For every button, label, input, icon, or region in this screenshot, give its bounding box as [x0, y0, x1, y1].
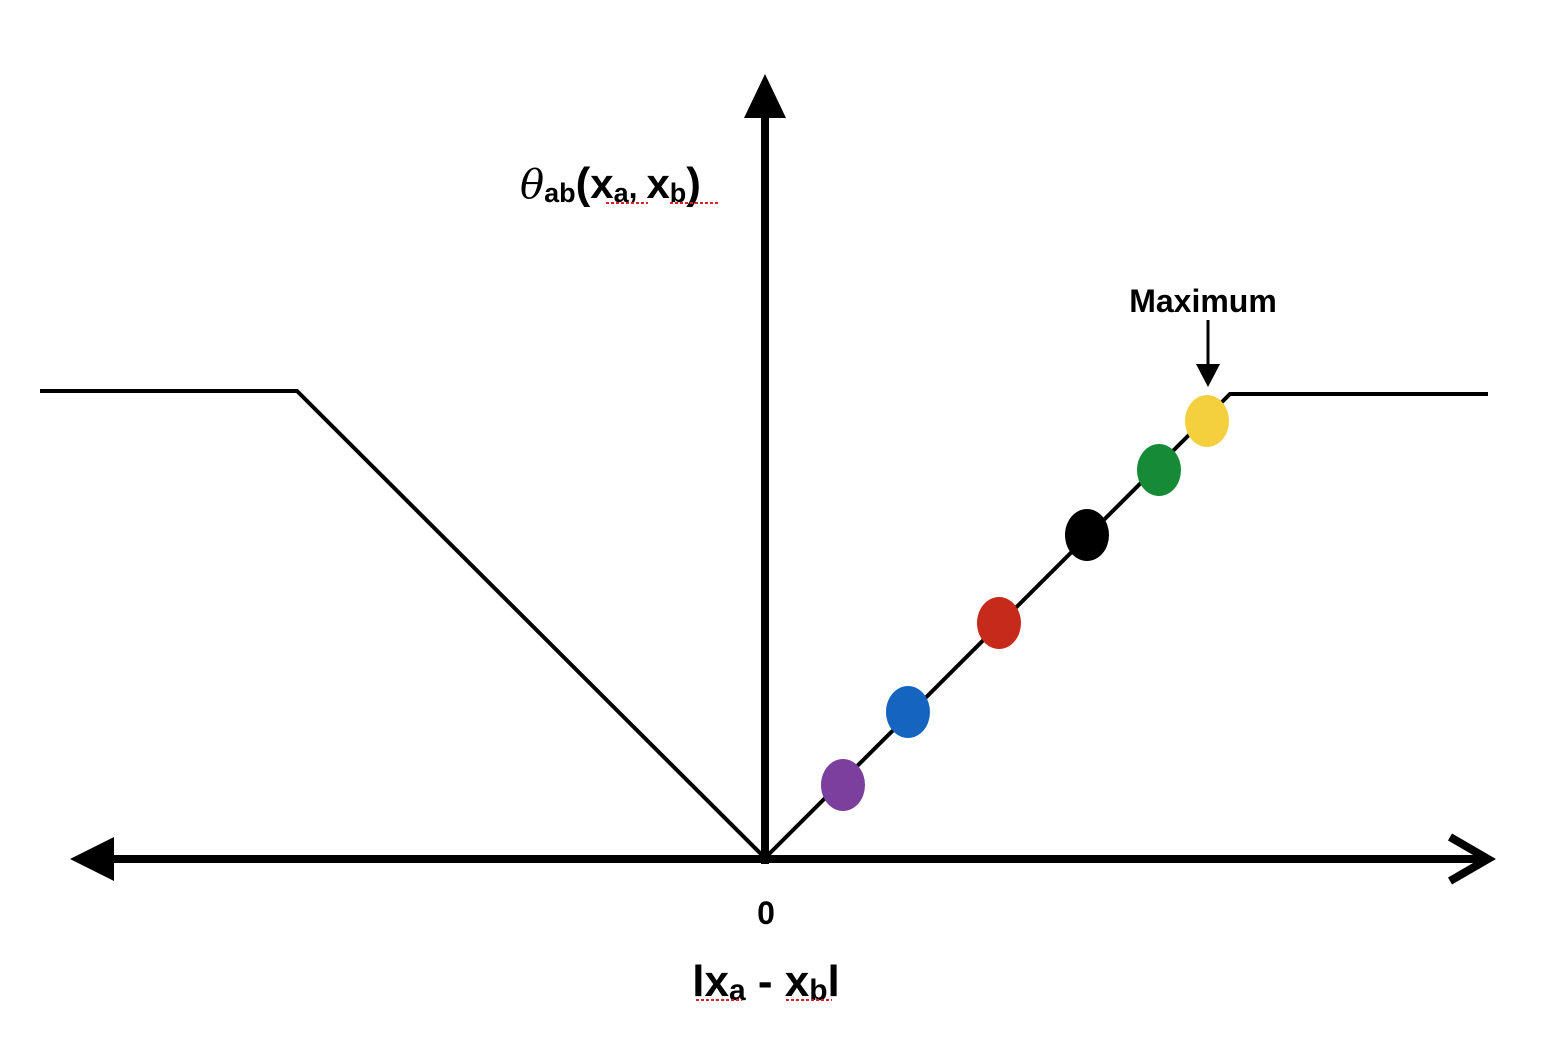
purple-point	[821, 759, 865, 811]
red-point	[977, 597, 1021, 649]
y-var1: x	[590, 160, 614, 207]
y-axis-arrowhead	[744, 74, 786, 118]
x-right-bar: l	[828, 957, 840, 1006]
theta-subscript: ab	[544, 178, 576, 208]
maximum-arrowhead	[1196, 364, 1220, 387]
maximum-label: Maximum	[1129, 283, 1277, 319]
theta-symbol: θ	[520, 162, 544, 208]
black-point	[1065, 509, 1109, 561]
y-axis-label: θab(xa, xb)	[520, 159, 701, 208]
yellow-point	[1185, 395, 1229, 447]
close-paren: )	[686, 159, 701, 208]
open-paren: (	[576, 159, 591, 208]
x-minus: -	[746, 957, 785, 1006]
green-point	[1137, 444, 1181, 496]
points-group	[821, 395, 1229, 811]
x-var2-subscript: b	[809, 974, 827, 1007]
origin-label: 0	[757, 895, 775, 931]
y-var1-subscript: a	[614, 178, 630, 208]
x-var1-subscript: a	[729, 974, 746, 1007]
x-var1: x	[704, 957, 729, 1006]
x-axis-left-arrowhead	[70, 837, 114, 881]
x-var2: x	[785, 957, 810, 1006]
x-axis-right-arrowhead	[1447, 833, 1496, 885]
x-left-bar: l	[692, 957, 704, 1006]
x-axis-label: lxa - xbl	[692, 957, 840, 1007]
blue-point	[886, 686, 930, 738]
y-separator: ,	[629, 169, 647, 205]
y-var2-subscript: b	[670, 178, 687, 208]
y-var2: x	[646, 160, 670, 207]
